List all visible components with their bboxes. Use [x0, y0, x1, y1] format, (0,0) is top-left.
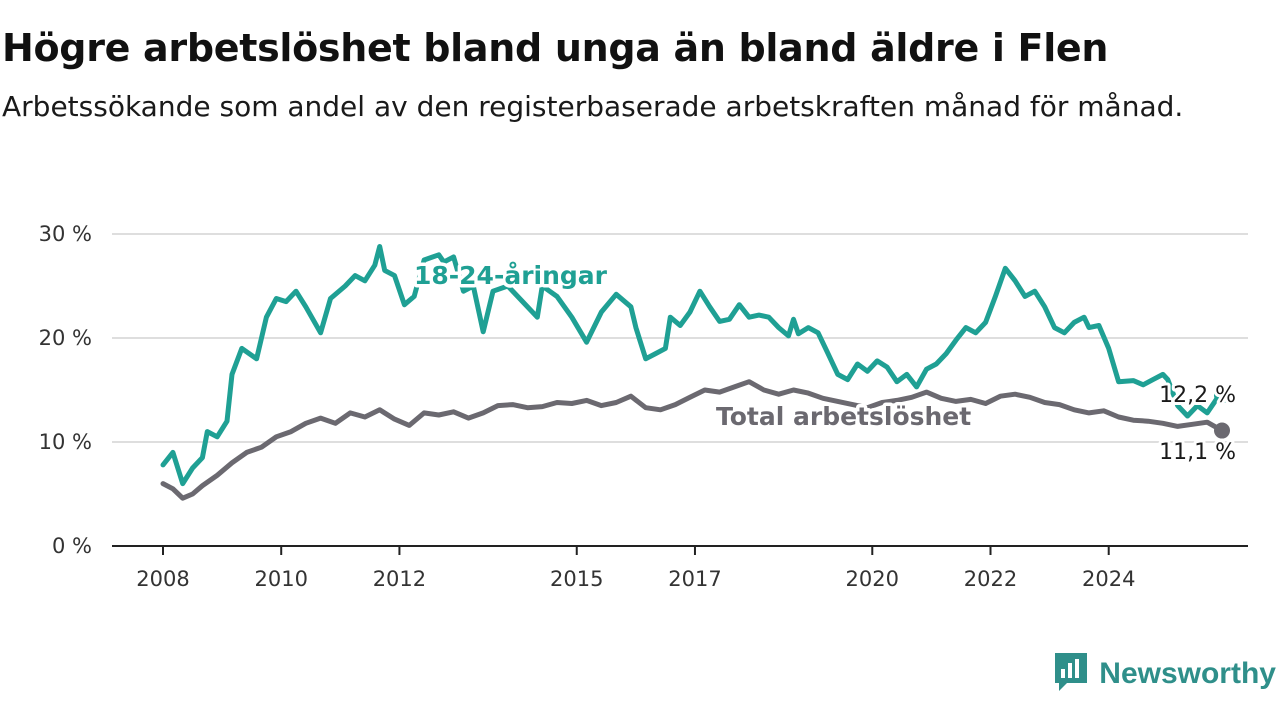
y-axis-tick-labels: 0 % 10 % 20 % 30 % — [39, 222, 92, 558]
y-tick-label: 0 % — [52, 534, 92, 558]
y-tick-label: 30 % — [39, 222, 92, 246]
newsworthy-brand: Newsworthy — [1053, 652, 1276, 696]
x-tick-label: 2022 — [964, 567, 1017, 591]
x-tick-label: 2012 — [373, 567, 426, 591]
newsworthy-logo-icon — [1053, 651, 1089, 697]
series-lines — [160, 244, 1230, 501]
x-tick-label: 2017 — [668, 567, 721, 591]
x-tick-label: 2024 — [1082, 567, 1135, 591]
page-title: Högre arbetslöshet bland unga än bland ä… — [2, 26, 1109, 70]
series-line-0 — [160, 244, 1225, 487]
newsworthy-brand-name: Newsworthy — [1099, 657, 1276, 690]
x-axis-ticks: 2008 2010 2012 2015 2017 2020 2022 2024 — [136, 546, 1135, 591]
series-end-label-1: 11,1 % — [1159, 440, 1236, 465]
series-name-label-0: 18-24-åringar — [414, 261, 608, 290]
gridlines — [112, 233, 1248, 443]
x-tick-label: 2020 — [846, 567, 899, 591]
page-subtitle: Arbetssökande som andel av den registerb… — [2, 90, 1184, 123]
x-tick-label: 2008 — [136, 567, 189, 591]
x-tick-label: 2015 — [550, 567, 603, 591]
y-tick-label: 10 % — [39, 430, 92, 454]
y-tick-label: 20 % — [39, 326, 92, 350]
series-line-1 — [160, 379, 1225, 501]
series-end-point-0 — [1214, 387, 1230, 404]
series-labels: 18-24-åringar Total arbetslöshet 12,2 % 11,… — [411, 258, 1240, 469]
x-tick-label: 2010 — [254, 567, 307, 591]
series-end-point-1 — [1214, 422, 1230, 439]
series-name-label-1: Total arbetslöshet — [716, 402, 971, 431]
series-end-label-0: 12,2 % — [1159, 383, 1236, 408]
